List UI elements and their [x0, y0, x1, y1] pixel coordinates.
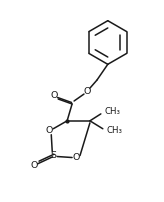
Text: CH₃: CH₃ [107, 126, 123, 135]
Text: O: O [83, 87, 91, 96]
Text: O: O [51, 90, 58, 100]
Text: O: O [72, 153, 80, 162]
Text: CH₃: CH₃ [105, 107, 121, 116]
Text: O: O [46, 126, 53, 135]
Text: O: O [31, 161, 38, 170]
Text: S: S [50, 151, 56, 160]
